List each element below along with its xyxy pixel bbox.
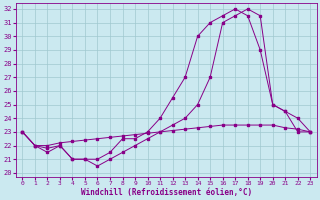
X-axis label: Windchill (Refroidissement éolien,°C): Windchill (Refroidissement éolien,°C) — [81, 188, 252, 197]
